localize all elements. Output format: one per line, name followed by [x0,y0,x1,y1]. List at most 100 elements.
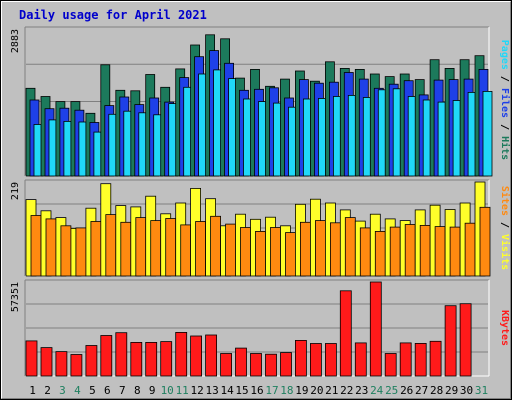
bar-kbytes-day-2 [40,347,53,377]
x-tick-label-day-25: 25 [385,384,398,397]
x-tick-label-day-1: 1 [29,384,36,397]
x-tick-label-day-15: 15 [235,384,248,397]
bar-sites-day-16 [255,230,266,277]
legend-entry: / [499,118,510,136]
bar-sites-day-18 [285,232,296,277]
bar-sites-day-12 [195,221,207,277]
bar-sites-day-1 [30,215,42,277]
x-tick-label-day-28: 28 [430,384,443,397]
bar-sites-day-15 [240,227,251,277]
bar-kbytes-day-13 [205,334,218,377]
bar-kbytes-day-24 [369,281,382,377]
bar-sites-day-3 [60,225,72,277]
x-tick-label-day-9: 9 [149,384,156,397]
bar-sites-day-9 [150,220,162,277]
x-tick-label-day-22: 22 [340,384,353,397]
bar-kbytes-day-4 [70,354,83,377]
bar-sites-day-28 [434,226,446,277]
bar-kbytes-day-1 [25,340,38,377]
bar-kbytes-day-3 [55,351,68,377]
bar-kbytes-day-5 [85,345,98,377]
bar-kbytes-day-8 [130,341,143,377]
bar-sites-day-25 [389,226,401,277]
bar-sites-day-14 [225,223,237,277]
bar-kbytes-day-25 [384,353,397,377]
bar-kbytes-day-17 [265,353,277,377]
x-tick-label-day-24: 24 [370,384,384,397]
x-tick-label-day-8: 8 [134,384,141,397]
bar-kbytes-day-27 [414,342,427,377]
bar-sites-day-27 [419,224,431,277]
bar-kbytes-day-11 [175,331,188,377]
x-tick-label-day-21: 21 [325,384,338,397]
bar-kbytes-day-23 [354,342,367,377]
bar-sites-day-24 [374,230,386,277]
bar-kbytes-day-12 [190,335,203,377]
bar-sites-day-13 [210,215,222,277]
chart-title: Daily usage for April 2021 [19,8,207,22]
bar-kbytes-day-10 [160,341,173,377]
bar-kbytes-day-28 [429,340,442,377]
x-tick-label-day-10: 10 [161,384,174,397]
bar-sites-day-10 [165,218,177,277]
y-axis-max-label: 219 [10,182,21,200]
bar-sites-day-22 [344,217,356,277]
legend-label: Sites / Visits [499,186,511,270]
bar-kbytes-day-21 [324,343,337,377]
x-tick-label-day-5: 5 [89,384,96,397]
bar-sites-day-23 [359,227,371,277]
bar-sites-day-29 [449,226,461,277]
legend-entry: Hits [499,136,511,160]
bar-sites-day-11 [180,224,192,277]
bar-kbytes-day-6 [100,335,113,377]
x-tick-label-day-7: 7 [119,384,126,397]
x-tick-label-day-11: 11 [176,384,189,397]
x-tick-label-day-16: 16 [250,384,263,397]
bar-kbytes-day-15 [235,347,247,377]
x-tick-label-day-13: 13 [205,384,218,397]
legend-label: Pages / Files / Hits [499,40,511,160]
legend-entry: / [499,216,510,234]
bar-kbytes-day-26 [399,342,412,377]
bar-sites-day-21 [329,222,341,277]
bar-kbytes-day-22 [339,290,352,377]
bar-sites-day-4 [75,227,87,277]
bar-sites-day-19 [299,221,311,277]
x-tick-label-day-20: 20 [310,384,323,397]
bar-kbytes-day-30 [459,303,472,377]
bar-sites-day-30 [464,222,476,277]
x-tick-label-day-19: 19 [295,384,308,397]
legend-label: KBytes [499,310,510,346]
x-tick-label-day-2: 2 [44,384,51,397]
bar-kbytes-day-16 [250,353,262,377]
y-axis-max-label: 2883 [10,29,21,53]
x-tick-label-day-30: 30 [460,384,473,397]
x-tick-label-day-26: 26 [400,384,413,397]
x-tick-label-day-17: 17 [265,384,278,397]
y-axis-max-label: 57351 [10,282,21,312]
x-tick-label-day-18: 18 [280,384,293,397]
bar-kbytes-day-18 [280,352,292,377]
x-tick-label-day-23: 23 [355,384,368,397]
bar-kbytes-day-14 [220,353,233,377]
x-tick-label-day-3: 3 [59,384,66,397]
bar-kbytes-day-7 [115,332,128,377]
bar-sites-day-8 [135,217,147,277]
bar-sites-day-31 [479,206,491,277]
x-tick-label-day-4: 4 [74,384,81,397]
bar-sites-day-2 [45,218,57,277]
legend-entry: Sites [499,186,511,216]
legend-entry: Pages [499,40,510,70]
x-tick-label-day-14: 14 [220,384,234,397]
legend-entry: Visits [499,234,511,270]
bar-sites-day-17 [270,227,281,277]
bar-sites-day-6 [105,214,117,277]
bar-sites-day-20 [314,220,326,277]
x-tick-label-day-27: 27 [415,384,428,397]
legend-entry: / [499,70,510,88]
bar-kbytes-day-20 [309,343,322,377]
bar-kbytes-day-29 [444,305,457,377]
bar-sites-day-7 [120,221,132,277]
x-tick-label-day-31: 31 [475,384,488,397]
